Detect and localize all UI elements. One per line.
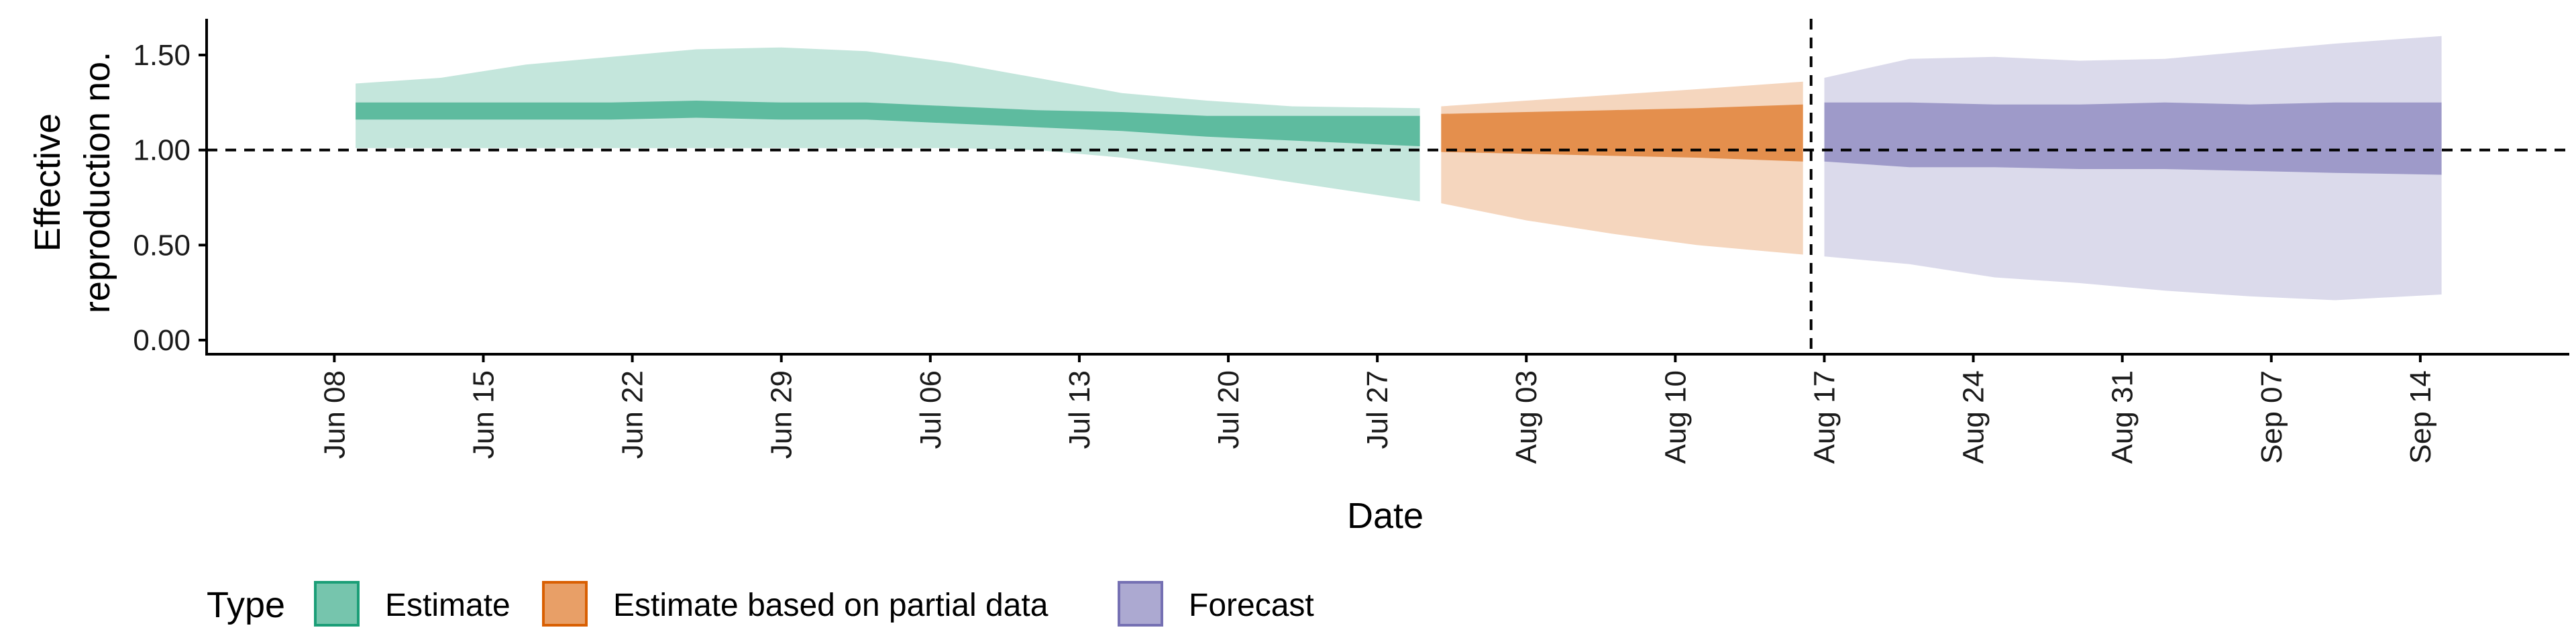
x-tick-label: Aug 10 [1659,370,1692,464]
x-tick-label: Aug 17 [1808,370,1841,464]
y-tick-label: 0.00 [133,324,191,357]
y-axis-title-line: Effective [28,113,68,252]
legend-key-forecast [1118,581,1163,627]
legend: Type Estimate Estimate based on partial d… [207,581,1314,627]
band-50-estimate-based-on-partial-data [1441,104,1803,162]
plot-area [207,19,2569,354]
x-tick-label: Sep 07 [2255,370,2288,464]
legend-title: Type [207,585,285,625]
y-axis-title-line: reproduction no. [77,52,117,313]
x-tick-label: Aug 03 [1510,370,1543,464]
x-tick-label: Jun 29 [765,370,798,459]
x-tick-label: Jul 27 [1361,370,1394,449]
legend-label-estimate-based-on-partial-data: Estimate based on partial data [613,588,1049,623]
x-tick-label: Jul 06 [914,370,947,449]
x-tick-label: Jul 13 [1063,370,1096,449]
x-tick-label: Jun 15 [467,370,500,459]
legend-key-estimate-based-on-partial-data [542,581,588,627]
y-tick-label: 1.50 [133,39,191,72]
x-ticks: Jun 08 Jun 15 Jun 22 Jun 29 Jul 06 Jul 13 Jul … [318,354,2437,464]
y-axis-title: Effective reproduction no. [28,52,117,313]
band-layer [356,36,2442,301]
y-tick-label: 0.50 [133,229,191,262]
y-ticks: 0.00 0.50 1.00 1.50 [133,39,207,357]
legend-key-estimate [314,581,360,627]
x-tick-label: Jul 20 [1212,370,1245,449]
legend-items: Estimate Estimate based on partial data Fo… [314,581,1314,627]
x-tick-label: Sep 14 [2404,370,2437,464]
legend-label-estimate: Estimate [385,588,511,623]
y-tick-label: 1.00 [133,134,191,167]
legend-label-forecast: Forecast [1189,588,1314,623]
x-tick-label: Jun 08 [318,370,351,459]
band-90-estimate [356,47,1420,202]
x-tick-label: Aug 24 [1957,370,1990,464]
x-tick-label: Jun 22 [616,370,649,459]
band-50-forecast [1824,102,2442,175]
x-tick-label: Aug 31 [2106,370,2139,464]
band-50-estimate [356,101,1420,146]
x-axis-title: Date [1347,496,1424,536]
